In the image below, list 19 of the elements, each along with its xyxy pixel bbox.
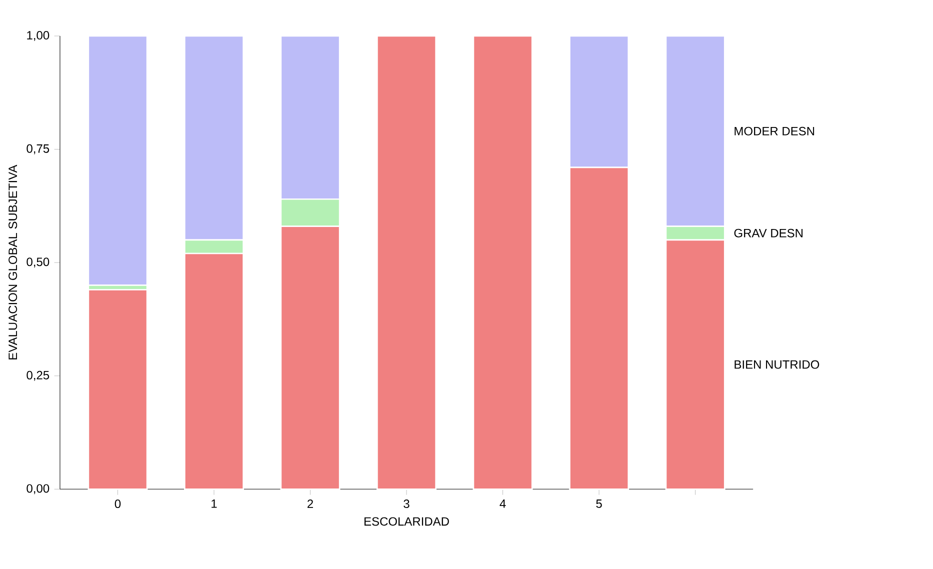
y-tick-label: 0,75 bbox=[26, 144, 50, 154]
x-tick-label: 3 bbox=[404, 499, 410, 508]
bar bbox=[376, 35, 437, 490]
x-tick-label: 2 bbox=[308, 499, 313, 508]
x-tick-label: 0 bbox=[114, 499, 121, 508]
series-label: MODER DESN bbox=[734, 126, 814, 136]
x-tick-label: 5 bbox=[596, 499, 602, 508]
bar bbox=[472, 35, 533, 490]
x-tick-label: 4 bbox=[500, 499, 506, 508]
y-tick-label: 1,00 bbox=[27, 30, 50, 41]
series-label: GRAV DESN bbox=[734, 228, 802, 238]
bar bbox=[88, 35, 148, 286]
series-label: BIEN NUTRIDO bbox=[734, 360, 820, 369]
y-tick-label: 0,25 bbox=[26, 370, 50, 381]
y-tick-label: 0,50 bbox=[26, 258, 50, 268]
y-tick-label: 0,00 bbox=[26, 484, 50, 494]
y-axis-title: EVALUACION GLOBAL SUBJETIVA bbox=[8, 164, 18, 360]
x-tick-label: 1 bbox=[212, 499, 217, 508]
x-axis-title: ESCOLARIDAD bbox=[364, 517, 449, 526]
